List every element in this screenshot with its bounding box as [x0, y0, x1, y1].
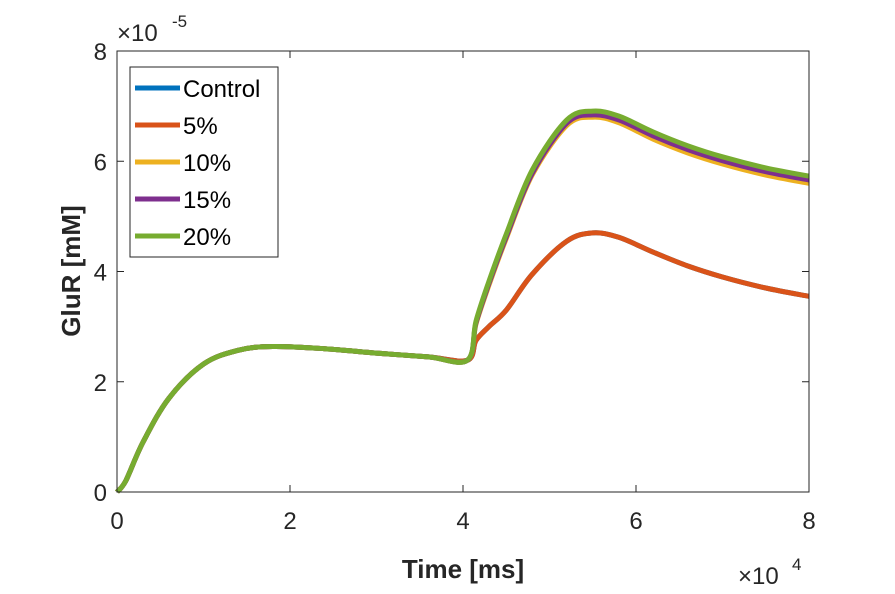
y-tick-label: 0 — [94, 480, 107, 507]
x-exponent-power: 4 — [792, 555, 801, 574]
y-tick-label: 6 — [94, 149, 107, 176]
y-tick-label: 8 — [94, 39, 107, 66]
tick-layer: 0 2 4 6 8 0 2 4 6 8 — [94, 39, 816, 535]
y-tick-label: 4 — [94, 260, 107, 287]
series-layer — [115, 108, 810, 494]
y-tick-label: 2 — [94, 370, 107, 397]
x-tick-label: 0 — [110, 508, 123, 535]
x-tick-label: 4 — [456, 508, 469, 535]
legend-label: Control — [183, 76, 260, 103]
legend: Control 5% 10% 15% 20% — [129, 66, 279, 258]
y-exponent-base: ×10 — [117, 20, 158, 47]
y-exponent: ×10 -5 — [117, 12, 187, 47]
legend-label: 20% — [183, 224, 231, 251]
legend-label: 10% — [183, 150, 231, 177]
y-exponent-power: -5 — [172, 12, 187, 31]
x-exponent: ×10 4 — [738, 555, 801, 590]
legend-label: 5% — [183, 113, 218, 140]
x-axis-label: Time [ms] — [402, 554, 524, 584]
series-line-4 — [115, 108, 810, 494]
y-axis-label: GluR [mM] — [56, 205, 86, 336]
x-exponent-base: ×10 — [738, 563, 779, 590]
legend-label: 15% — [183, 187, 231, 214]
x-tick-label: 6 — [629, 508, 642, 535]
x-tick-label: 2 — [283, 508, 296, 535]
x-tick-label: 8 — [802, 508, 815, 535]
